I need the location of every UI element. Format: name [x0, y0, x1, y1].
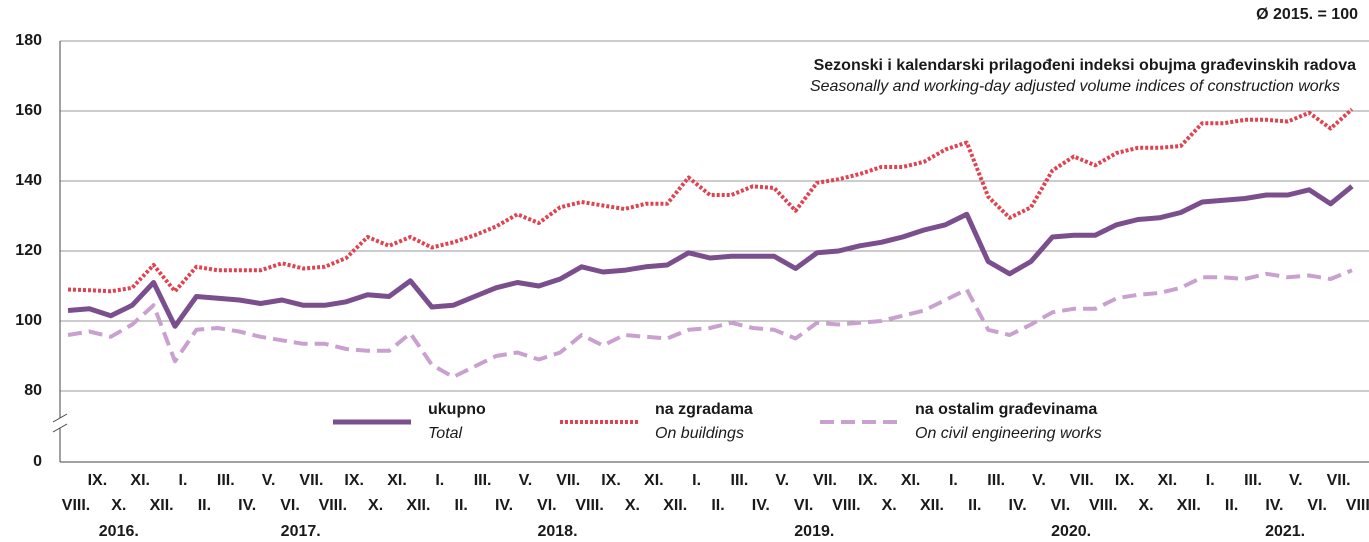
x-tick-label: VIII. — [575, 497, 603, 514]
x-tick-label: VI. — [794, 497, 814, 514]
year-label: 2017. — [281, 523, 321, 540]
y-tick-label: 180 — [15, 32, 42, 49]
x-tick-label: II. — [198, 497, 211, 514]
legend-label-en: On buildings — [655, 425, 744, 442]
x-tick-label: X. — [625, 497, 640, 514]
x-tick-label: XI. — [901, 472, 921, 489]
x-tick-label: I. — [949, 472, 958, 489]
x-tick-label: X. — [882, 497, 897, 514]
x-tick-label: X. — [1138, 497, 1153, 514]
series-line — [67, 107, 1354, 294]
x-tick-label: V. — [1289, 472, 1303, 489]
x-tick-label: VIII. — [319, 497, 347, 514]
x-tick-label: I. — [179, 472, 188, 489]
x-tick-label: VII. — [1327, 472, 1351, 489]
x-tick-label: IX. — [344, 472, 364, 489]
x-tick-label: X. — [111, 497, 126, 514]
x-tick-label: V. — [775, 472, 789, 489]
series-line — [67, 184, 1354, 329]
y-tick-label: 140 — [15, 172, 42, 189]
x-tick-label: VIII. — [62, 497, 90, 514]
y-tick-label: 80 — [24, 382, 42, 399]
x-tick-label: II. — [711, 497, 724, 514]
year-label: 2018. — [537, 523, 577, 540]
x-tick-label: III. — [474, 472, 492, 489]
x-tick-label: V. — [519, 472, 533, 489]
x-tick-label: III. — [217, 472, 235, 489]
x-tick-label: XII. — [1177, 497, 1201, 514]
x-tick-label: VIII. — [1346, 497, 1369, 514]
chart-subtitle: Seasonally and working-day adjusted volu… — [810, 78, 1340, 95]
y-tick-label: 120 — [15, 242, 42, 259]
x-tick-label: I. — [435, 472, 444, 489]
x-tick-label: XI. — [387, 472, 407, 489]
year-label: 2016. — [99, 523, 139, 540]
x-tick-label: XI. — [130, 472, 150, 489]
series-line — [67, 268, 1353, 379]
x-tick-label: III. — [987, 472, 1005, 489]
x-tick-label: III. — [1244, 472, 1262, 489]
x-tick-label: XII. — [150, 497, 174, 514]
legend-label: na zgradama — [655, 401, 753, 418]
x-tick-label: IV. — [495, 497, 513, 514]
legend-label: ukupno — [428, 401, 486, 418]
year-label: 2021. — [1265, 523, 1305, 540]
x-tick-label: XI. — [1158, 472, 1178, 489]
x-tick-label: IV. — [1265, 497, 1283, 514]
x-tick-label: IX. — [88, 472, 108, 489]
base-note: Ø 2015. = 100 — [1256, 6, 1358, 23]
x-tick-label: II. — [455, 497, 468, 514]
chart-title: Sezonski i kalendarski prilagođeni indek… — [814, 57, 1357, 74]
x-tick-label: IV. — [1009, 497, 1027, 514]
x-tick-label: III. — [731, 472, 749, 489]
x-tick-label: IX. — [1115, 472, 1135, 489]
x-tick-label: VI. — [280, 497, 300, 514]
legend-label: na ostalim građevinama — [915, 401, 1097, 418]
x-tick-label: XII. — [663, 497, 687, 514]
x-tick-label: IV. — [238, 497, 256, 514]
legend-label-en: Total — [428, 425, 463, 442]
x-tick-label: IX. — [601, 472, 621, 489]
x-tick-label: I. — [692, 472, 701, 489]
x-tick-label: II. — [1225, 497, 1238, 514]
x-tick-label: IV. — [752, 497, 770, 514]
x-tick-label: XII. — [406, 497, 430, 514]
y-tick-label: 100 — [15, 312, 42, 329]
y-tick-label: 0 — [33, 453, 42, 470]
year-label: 2019. — [794, 523, 834, 540]
x-tick-label: VII. — [299, 472, 323, 489]
x-tick-label: V. — [262, 472, 276, 489]
axis-break — [52, 423, 68, 433]
x-tick-label: I. — [1206, 472, 1215, 489]
x-tick-label: VIII. — [832, 497, 860, 514]
x-tick-label: X. — [368, 497, 383, 514]
x-tick-label: VI. — [1051, 497, 1071, 514]
x-tick-label: II. — [968, 497, 981, 514]
x-tick-label: VI. — [537, 497, 557, 514]
x-tick-label: VII. — [813, 472, 837, 489]
y-tick-label: 160 — [15, 102, 42, 119]
x-tick-label: XI. — [644, 472, 664, 489]
axis-break — [52, 413, 68, 423]
year-label: 2020. — [1051, 523, 1091, 540]
x-tick-label: VI. — [1307, 497, 1327, 514]
x-tick-label: VIII. — [1089, 497, 1117, 514]
legend-label-en: On civil engineering works — [915, 425, 1102, 442]
x-tick-label: V. — [1032, 472, 1046, 489]
x-tick-label: XII. — [920, 497, 944, 514]
x-tick-label: VII. — [1070, 472, 1094, 489]
x-tick-label: VII. — [556, 472, 580, 489]
x-tick-label: IX. — [858, 472, 878, 489]
